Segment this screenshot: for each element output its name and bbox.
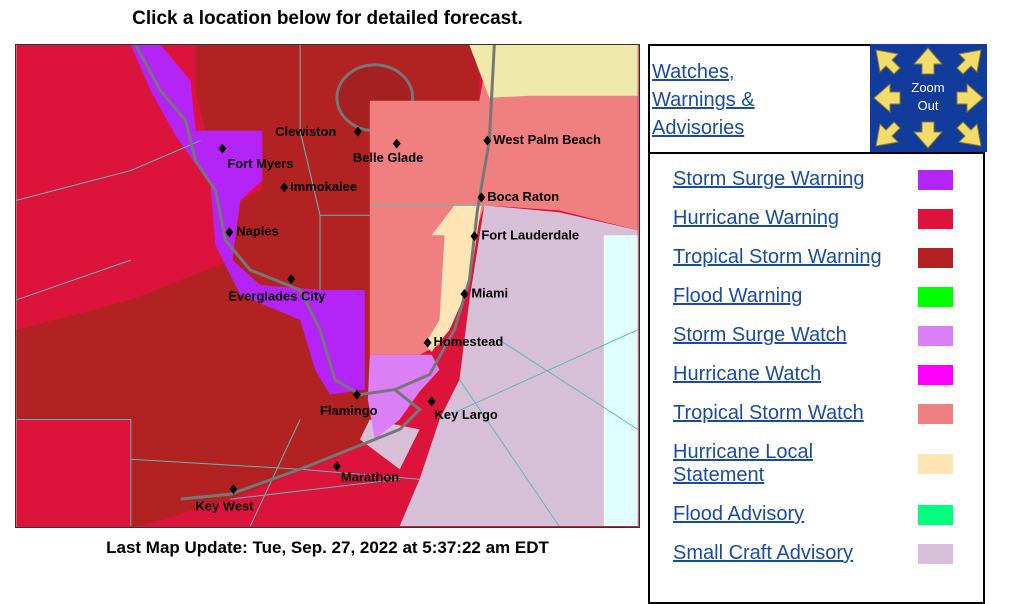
- legend-item: Storm Surge Watch: [650, 316, 985, 355]
- offshore-region: [603, 235, 638, 527]
- north-region: [469, 45, 638, 98]
- legend-label[interactable]: Hurricane Warning: [673, 207, 839, 229]
- legend-label[interactable]: Tropical Storm Watch: [673, 402, 864, 424]
- legend-label[interactable]: Storm Surge Watch: [673, 324, 847, 346]
- legend-swatch: [918, 454, 953, 474]
- legend-swatch: [918, 543, 953, 564]
- city-label[interactable]: Flamingo: [320, 403, 378, 418]
- watches-link[interactable]: Watches, Warnings & Advisories: [652, 61, 755, 139]
- city-label[interactable]: Everglades City: [228, 288, 326, 303]
- city[interactable]: Flamingo: [320, 389, 378, 418]
- coastal-strip: [424, 205, 482, 352]
- sidebar: Watches, Warnings & Advisories Zoom Out …: [648, 44, 987, 604]
- legend-swatch: [918, 504, 953, 525]
- legend-label[interactable]: Hurricane Local Statement: [673, 441, 814, 486]
- city[interactable]: Fort Myers: [218, 143, 294, 171]
- legend-item: Tropical Storm Watch: [650, 394, 985, 433]
- city-label[interactable]: Homestead: [434, 334, 504, 349]
- map: Clewiston Belle Glade West Palm Beach Fo…: [15, 44, 640, 528]
- coastline: [134, 45, 496, 501]
- legend-swatch: [918, 403, 953, 424]
- legend-item: Hurricane Local Statement: [650, 433, 985, 495]
- legend-label[interactable]: Small Craft Advisory: [673, 542, 854, 564]
- legend-swatch: [918, 208, 953, 229]
- atlantic-region: [359, 205, 638, 527]
- city-label[interactable]: Boca Raton: [487, 189, 559, 204]
- legend-item: Hurricane Watch: [650, 355, 985, 394]
- city-label[interactable]: Naples: [236, 224, 278, 239]
- zoom-label[interactable]: Zoom Out: [911, 80, 945, 113]
- city[interactable]: Fort Lauderdale: [470, 228, 579, 243]
- page: Click a location below for detailed fore…: [15, 8, 987, 604]
- city-label[interactable]: Clewiston: [275, 124, 336, 139]
- legend-label[interactable]: Hurricane Watch: [673, 363, 822, 385]
- legend-label[interactable]: Storm Surge Warning: [673, 168, 865, 190]
- city-label[interactable]: Miami: [471, 285, 508, 300]
- city-label[interactable]: Marathon: [341, 470, 399, 485]
- legend-swatch: [918, 325, 953, 346]
- header-title: Click a location below for detailed fore…: [132, 8, 523, 29]
- legend-swatch: [918, 247, 953, 268]
- city[interactable]: Boca Raton: [477, 189, 559, 204]
- legend-item: Flood Warning: [650, 277, 985, 316]
- city-label[interactable]: Key West: [196, 499, 255, 514]
- city-label[interactable]: Fort Myers: [227, 156, 293, 171]
- east-region: [369, 45, 638, 355]
- city-label[interactable]: Belle Glade: [353, 150, 423, 165]
- legend-label[interactable]: Tropical Storm Warning: [673, 246, 882, 268]
- legend-label[interactable]: Flood Advisory: [673, 503, 805, 525]
- city-label[interactable]: Fort Lauderdale: [481, 228, 579, 243]
- legend: Storm Surge Warning Hurricane Warning Trop…: [650, 152, 985, 573]
- city-label[interactable]: Immokalee: [290, 179, 357, 194]
- city[interactable]: West Palm Beach: [483, 132, 601, 147]
- city-label[interactable]: Key Largo: [435, 407, 498, 422]
- city[interactable]: Homestead: [423, 334, 504, 349]
- city-label[interactable]: West Palm Beach: [493, 132, 601, 147]
- legend-item: Tropical Storm Warning: [650, 238, 985, 277]
- city[interactable]: Immokalee: [280, 179, 357, 194]
- legend-swatch: [918, 286, 953, 307]
- zoom-arrows: [873, 47, 984, 149]
- legend-swatch: [918, 169, 953, 190]
- city[interactable]: Belle Glade: [353, 138, 423, 165]
- legend-label[interactable]: Flood Warning: [673, 285, 803, 307]
- legend-item: Small Craft Advisory: [650, 534, 985, 573]
- legend-item: Hurricane Warning: [650, 199, 985, 238]
- city[interactable]: Key West: [196, 484, 255, 514]
- last-update: Last Map Update: Tue, Sep. 27, 2022 at 5…: [106, 538, 549, 557]
- legend-swatch: [918, 364, 953, 385]
- legend-item: Storm Surge Warning: [650, 160, 985, 199]
- legend-item: Flood Advisory: [650, 495, 985, 534]
- zoom-button[interactable]: Zoom Out: [870, 44, 987, 152]
